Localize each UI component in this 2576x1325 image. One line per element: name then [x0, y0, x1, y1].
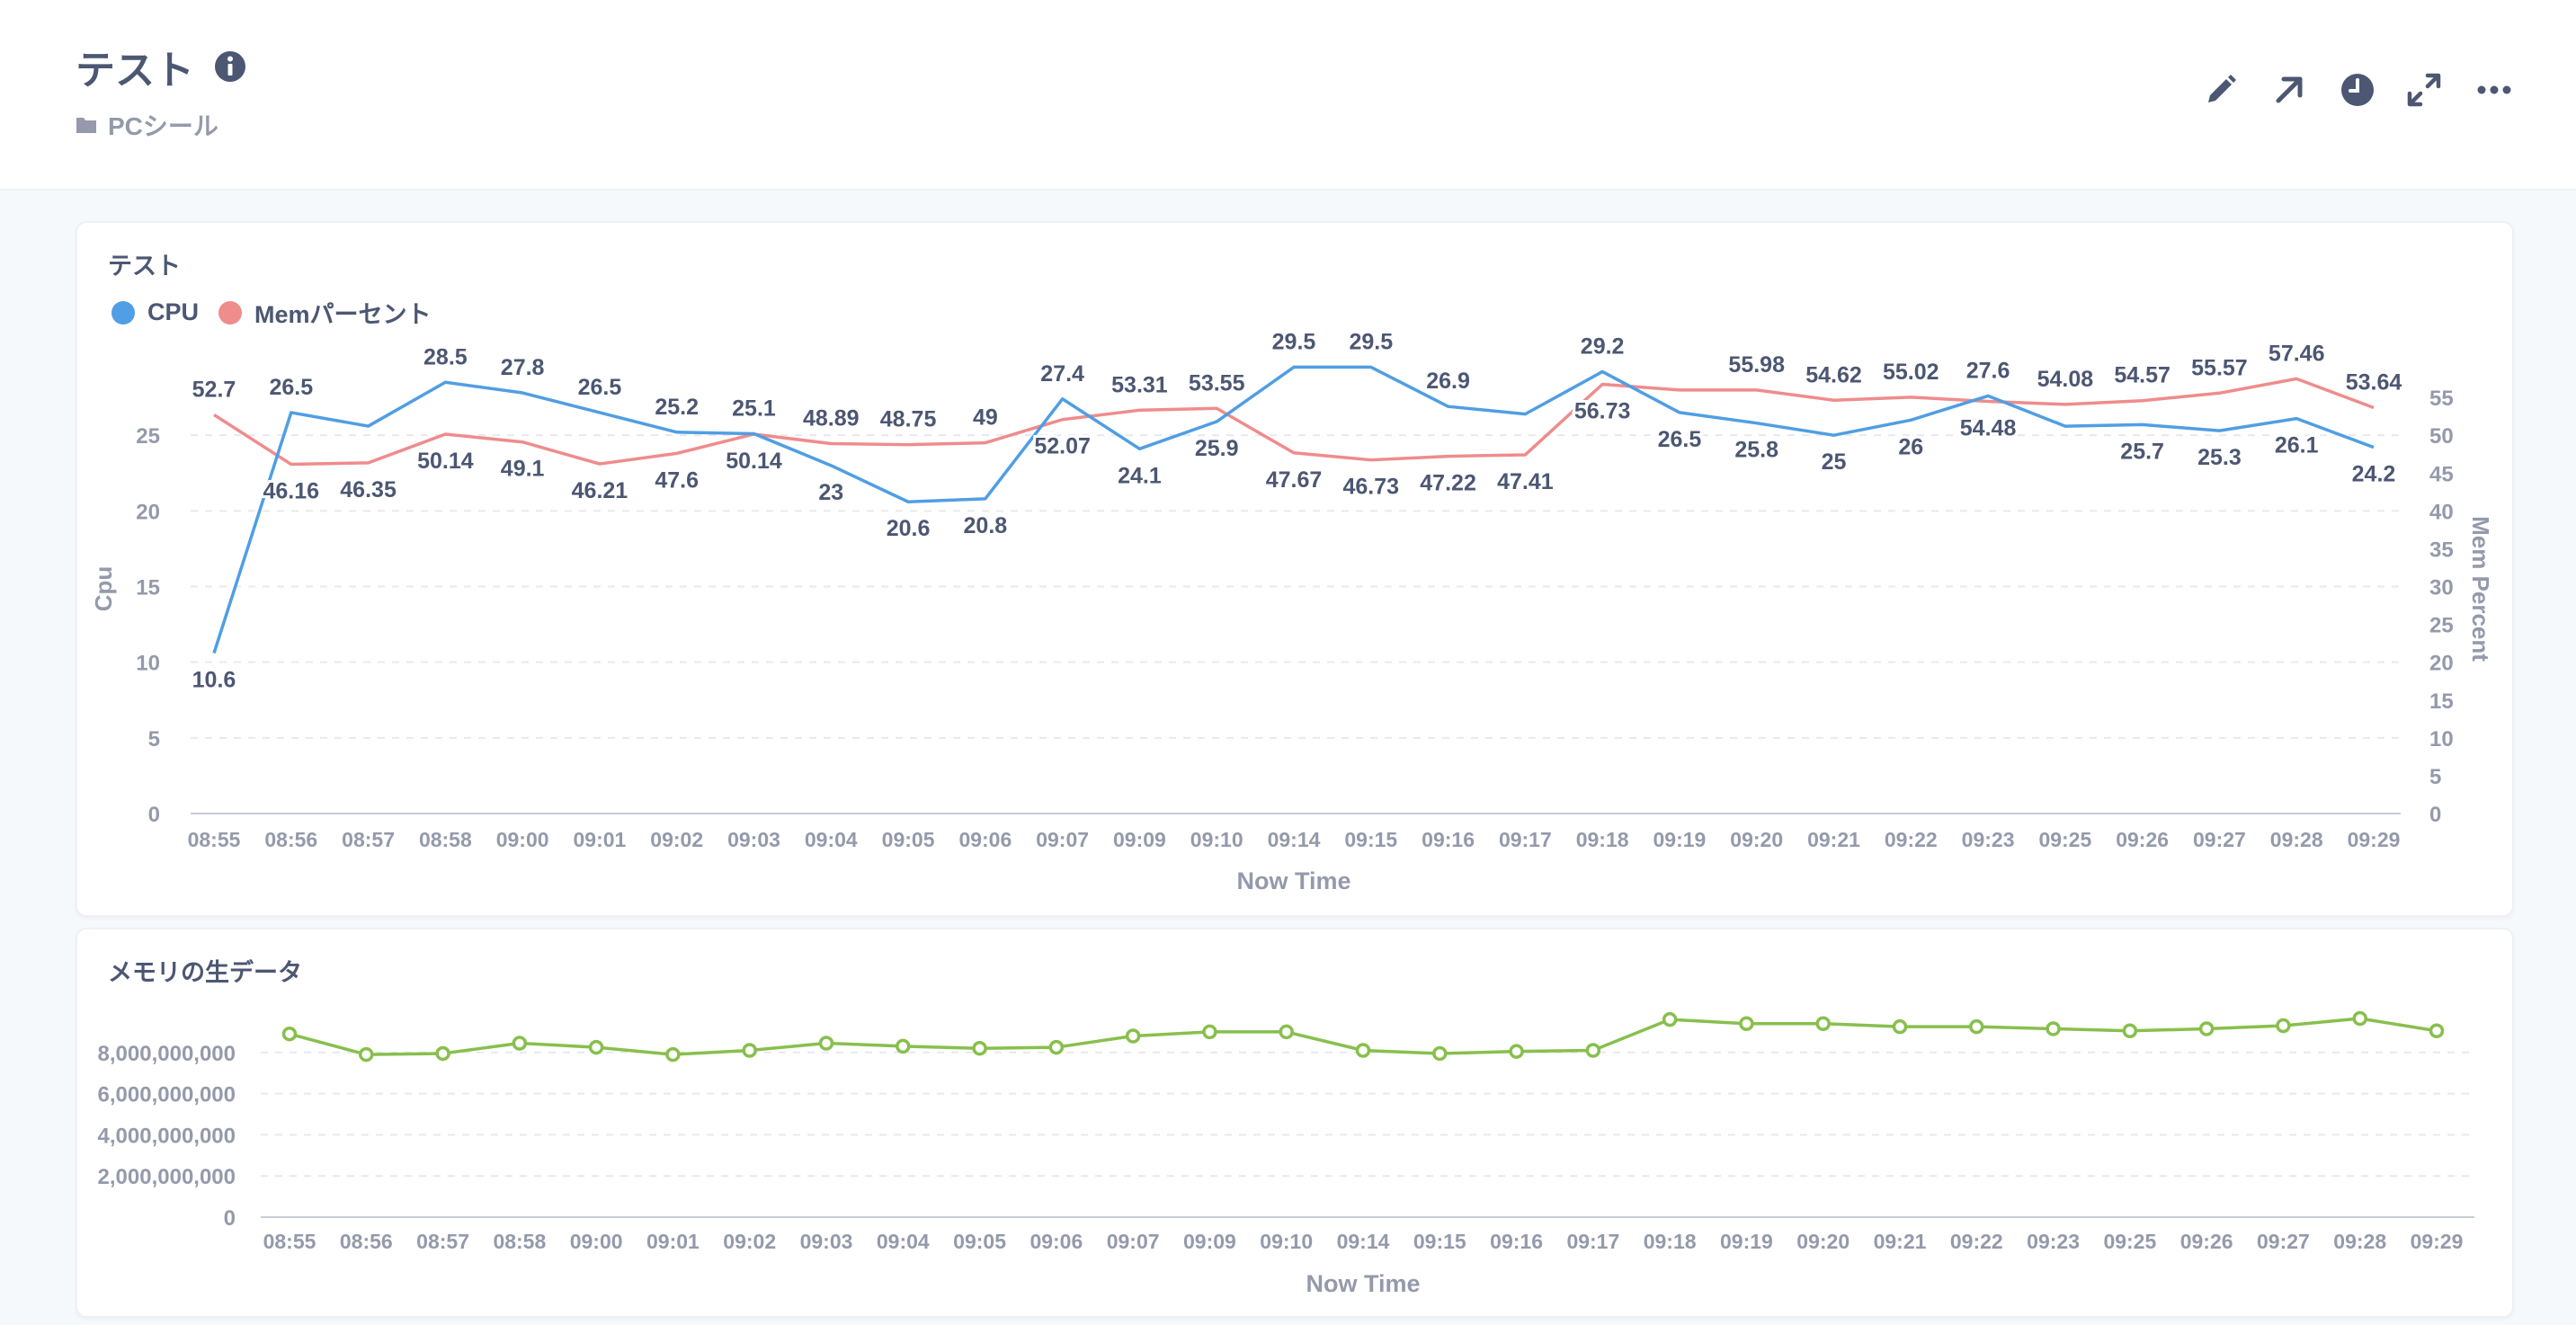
- dashboard-header: テスト PCシール: [0, 0, 2576, 191]
- legend-item-mem[interactable]: Memパーセント: [218, 295, 432, 330]
- chart-card-raw-mem: メモリの生データ: [76, 928, 2514, 1318]
- more-icon[interactable]: [2474, 70, 2514, 110]
- legend-label-cpu: CPU: [147, 298, 200, 325]
- collection-name: PCシール: [108, 112, 218, 140]
- info-icon[interactable]: [212, 49, 248, 84]
- card-title: メモリの生データ: [108, 959, 302, 986]
- legend-label-mem: Memパーセント: [254, 301, 432, 328]
- pencil-icon[interactable]: [2201, 70, 2241, 110]
- chart-legend: CPU Memパーセント: [111, 295, 432, 330]
- folder-icon: [76, 118, 96, 133]
- share-icon[interactable]: [2269, 70, 2309, 110]
- fullscreen-icon[interactable]: [2404, 70, 2444, 110]
- clock-icon[interactable]: [2338, 70, 2377, 110]
- collection-breadcrumb[interactable]: PCシール: [76, 110, 218, 140]
- card-title: テスト: [108, 253, 181, 280]
- legend-item-cpu[interactable]: CPU: [111, 298, 199, 326]
- dashboard-title: テスト: [76, 49, 194, 93]
- legend-dot-mem: [218, 300, 243, 325]
- legend-dot-cpu: [111, 300, 135, 325]
- chart-card-cpu-mem: テスト CPU Memパーセント: [76, 221, 2514, 917]
